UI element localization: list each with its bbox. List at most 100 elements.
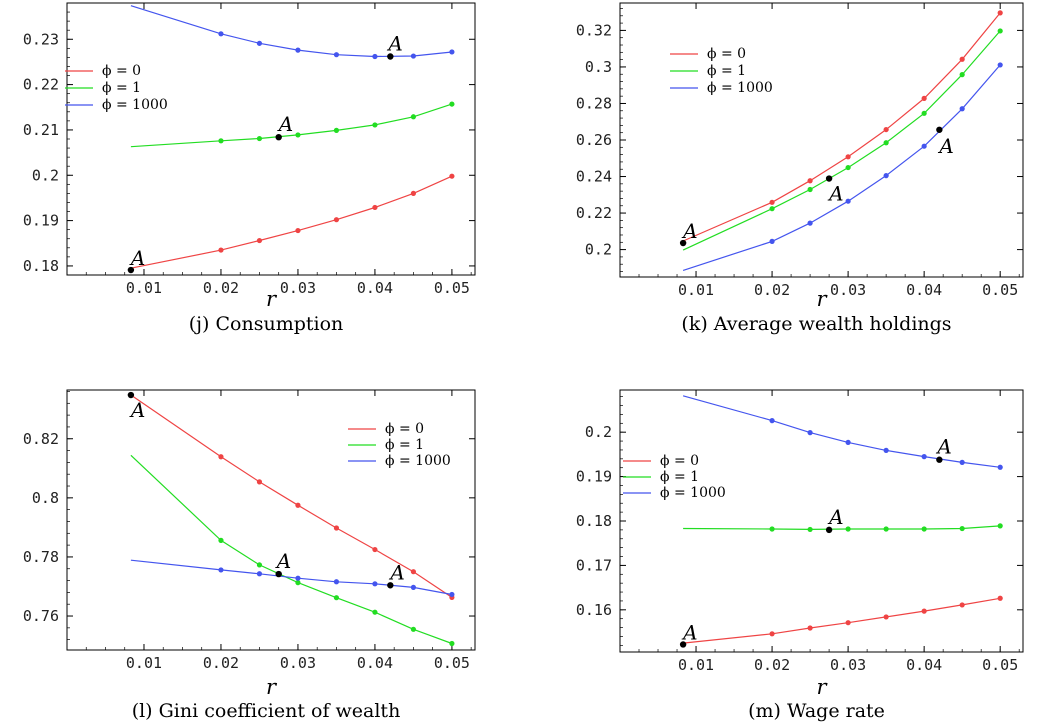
data-point xyxy=(769,199,775,205)
x-tick-label: 0.05 xyxy=(434,654,470,672)
data-point xyxy=(883,526,889,532)
x-tick-label: 0.03 xyxy=(830,281,866,299)
panel-caption: (k) Average wealth holdings xyxy=(681,313,951,335)
marker-dot xyxy=(936,126,943,133)
x-tick-label: 0.05 xyxy=(434,279,470,297)
x-tick-label: 0.02 xyxy=(203,279,239,297)
data-point xyxy=(845,526,851,532)
data-point xyxy=(295,502,301,508)
plot-frame xyxy=(66,389,476,651)
legend-label: ϕ = 1000 xyxy=(385,453,451,469)
series-line-1 xyxy=(130,103,453,148)
data-point xyxy=(921,110,927,116)
data-point xyxy=(295,227,301,234)
y-tick-label: 0.22 xyxy=(576,204,612,222)
x-tick-label: 0.04 xyxy=(906,656,942,674)
marker-dot xyxy=(275,133,282,141)
plot-frame xyxy=(66,2,476,276)
data-point xyxy=(769,418,775,424)
data-point xyxy=(218,138,224,144)
y-tick-label: 0.26 xyxy=(576,131,612,149)
data-point xyxy=(372,581,378,587)
data-point xyxy=(372,122,378,128)
legend-label: ϕ = 1 xyxy=(385,437,424,453)
y-tick-label: 0.16 xyxy=(576,601,612,619)
x-tick-label: 0.01 xyxy=(126,654,162,672)
y-tick-label: 0.23 xyxy=(23,30,59,48)
data-point xyxy=(372,53,378,60)
y-tick-label: 0.18 xyxy=(576,512,612,530)
data-point xyxy=(333,127,340,133)
data-point xyxy=(921,454,927,460)
marker-label: A xyxy=(388,560,404,584)
data-point xyxy=(845,154,851,160)
marker-label: A xyxy=(386,31,402,55)
data-point xyxy=(769,526,775,532)
data-point xyxy=(807,430,813,436)
data-point xyxy=(807,625,813,631)
data-point xyxy=(410,626,417,632)
marker-dot xyxy=(387,582,394,589)
marker-label: A xyxy=(277,112,293,136)
y-tick-label: 0.24 xyxy=(576,168,612,186)
y-tick-label: 0.17 xyxy=(576,556,612,574)
y-tick-label: 0.19 xyxy=(576,468,612,486)
y-tick-label: 0.28 xyxy=(576,94,612,112)
series-line-1 xyxy=(682,30,1001,251)
data-point xyxy=(845,198,851,204)
plot-frame xyxy=(619,389,1024,653)
data-point xyxy=(845,620,851,626)
data-point xyxy=(333,525,340,531)
data-point xyxy=(295,580,301,586)
marker-label: A xyxy=(681,620,697,644)
legend-label: ϕ = 0 xyxy=(660,453,699,469)
legend-label: ϕ = 1000 xyxy=(660,485,726,501)
y-tick-label: 0.32 xyxy=(576,21,612,39)
data-point xyxy=(295,575,301,581)
data-point xyxy=(883,447,889,453)
panel-caption: (j) Consumption xyxy=(189,313,344,335)
series-line-1 xyxy=(130,454,453,645)
data-point xyxy=(410,190,417,196)
data-point xyxy=(449,173,455,179)
legend-label: ϕ = 0 xyxy=(385,421,424,437)
data-point xyxy=(449,49,455,55)
x-tick-label: 0.03 xyxy=(280,279,316,297)
x-axis-label: r xyxy=(816,287,828,311)
series-line-0 xyxy=(130,175,453,269)
data-point xyxy=(333,52,340,58)
data-point xyxy=(256,571,263,577)
data-point xyxy=(883,173,889,179)
panel-caption: (l) Gini coefficient of wealth xyxy=(132,700,401,722)
legend-label: ϕ = 1 xyxy=(707,63,746,79)
x-axis-label: r xyxy=(266,287,278,311)
series-line-2 xyxy=(682,395,1001,468)
data-point xyxy=(997,62,1003,68)
marker-dot xyxy=(936,456,943,463)
x-tick-label: 0.03 xyxy=(280,654,316,672)
data-point xyxy=(449,591,455,598)
data-point xyxy=(372,546,378,553)
marker-label: A xyxy=(681,219,697,243)
x-tick-label: 0.02 xyxy=(754,281,790,299)
y-tick-label: 0.2 xyxy=(32,166,59,184)
marker-label: A xyxy=(129,246,145,270)
data-point xyxy=(372,204,378,211)
data-point xyxy=(218,454,224,460)
data-point xyxy=(372,609,378,615)
data-point xyxy=(410,569,417,575)
y-tick-label: 0.2 xyxy=(585,423,612,441)
data-point xyxy=(921,526,927,532)
series-line-2 xyxy=(682,64,1001,271)
data-point xyxy=(256,479,263,485)
data-point xyxy=(921,608,927,614)
y-tick-label: 0.19 xyxy=(23,212,59,230)
data-point xyxy=(256,562,263,568)
marker-label: A xyxy=(935,435,951,459)
x-tick-label: 0.01 xyxy=(678,281,714,299)
marker-label: A xyxy=(275,549,291,573)
y-tick-label: 0.21 xyxy=(23,121,59,139)
data-point xyxy=(845,439,851,445)
series-line-2 xyxy=(130,559,453,596)
legend-label: ϕ = 0 xyxy=(707,46,746,62)
